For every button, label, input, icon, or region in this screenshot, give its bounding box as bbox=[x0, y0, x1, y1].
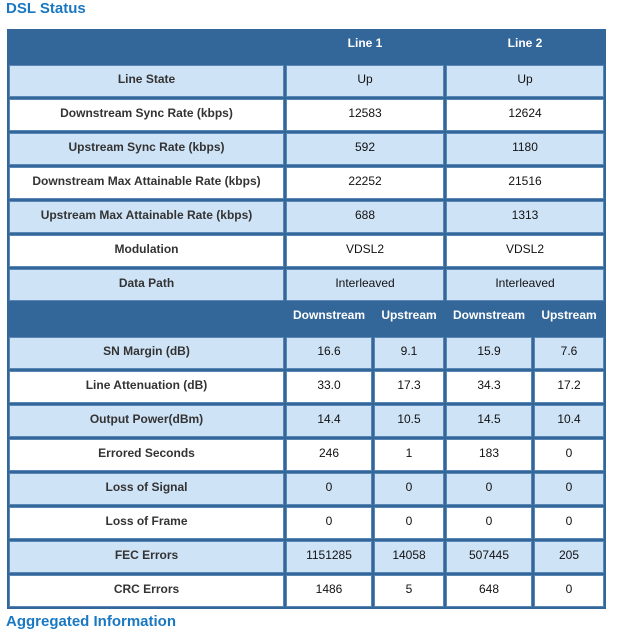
line2-upstream-value: 0 bbox=[534, 439, 604, 471]
line1-upstream-value: 5 bbox=[374, 575, 444, 607]
header-l2-down: Downstream bbox=[446, 303, 532, 335]
table-row-crc-errors: CRC Errors 1486 5 648 0 bbox=[9, 575, 604, 607]
header-l1-up: Upstream bbox=[374, 303, 444, 335]
line1-value: 22252 bbox=[286, 167, 444, 199]
line2-downstream-value: 0 bbox=[446, 473, 532, 505]
line2-downstream-value: 15.9 bbox=[446, 337, 532, 369]
table-row-data-path: Data Path Interleaved Interleaved bbox=[9, 269, 604, 301]
line2-value: VDSL2 bbox=[446, 235, 604, 267]
line2-value: 1180 bbox=[446, 133, 604, 165]
table-row-modulation: Modulation VDSL2 VDSL2 bbox=[9, 235, 604, 267]
line2-downstream-value: 183 bbox=[446, 439, 532, 471]
line1-value: 592 bbox=[286, 133, 444, 165]
line2-upstream-value: 0 bbox=[534, 473, 604, 505]
line1-value: Interleaved bbox=[286, 269, 444, 301]
line2-downstream-value: 507445 bbox=[446, 541, 532, 573]
line1-upstream-value: 9.1 bbox=[374, 337, 444, 369]
line1-upstream-value: 17.3 bbox=[374, 371, 444, 403]
table-row-downstream-max-attainable-rate-kbps: Downstream Max Attainable Rate (kbps) 222… bbox=[9, 167, 604, 199]
table-row-line-attenuation-db: Line Attenuation (dB) 33.0 17.3 34.3 17.2 bbox=[9, 371, 604, 403]
row-label: FEC Errors bbox=[9, 541, 284, 573]
table-row-downstream-sync-rate-kbps: Downstream Sync Rate (kbps) 12583 12624 bbox=[9, 99, 604, 131]
row-label: Modulation bbox=[9, 235, 284, 267]
row-label: Upstream Max Attainable Rate (kbps) bbox=[9, 201, 284, 233]
line1-upstream-value: 0 bbox=[374, 507, 444, 539]
row-label: Upstream Sync Rate (kbps) bbox=[9, 133, 284, 165]
table-row-fec-errors: FEC Errors 1151285 14058 507445 205 bbox=[9, 541, 604, 573]
table-row-upstream-max-attainable-rate-kbps: Upstream Max Attainable Rate (kbps) 688 13… bbox=[9, 201, 604, 233]
line2-upstream-value: 10.4 bbox=[534, 405, 604, 437]
row-label: SN Margin (dB) bbox=[9, 337, 284, 369]
row-label: Loss of Signal bbox=[9, 473, 284, 505]
line2-value: Interleaved bbox=[446, 269, 604, 301]
line1-upstream-value: 10.5 bbox=[374, 405, 444, 437]
line1-downstream-value: 16.6 bbox=[286, 337, 372, 369]
header-l2-up: Upstream bbox=[534, 303, 604, 335]
table-row-loss-of-signal: Loss of Signal 0 0 0 0 bbox=[9, 473, 604, 505]
header-blank bbox=[9, 31, 284, 63]
row-label: CRC Errors bbox=[9, 575, 284, 607]
table-row-sn-margin-db: SN Margin (dB) 16.6 9.1 15.9 7.6 bbox=[9, 337, 604, 369]
line1-downstream-value: 14.4 bbox=[286, 405, 372, 437]
table-row-line-state: Line State Up Up bbox=[9, 65, 604, 97]
line1-value: 688 bbox=[286, 201, 444, 233]
line2-upstream-value: 7.6 bbox=[534, 337, 604, 369]
line1-downstream-value: 246 bbox=[286, 439, 372, 471]
line2-value: 1313 bbox=[446, 201, 604, 233]
row-label: Errored Seconds bbox=[9, 439, 284, 471]
line2-upstream-value: 0 bbox=[534, 507, 604, 539]
header-line2: Line 2 bbox=[446, 31, 604, 63]
row-label: Downstream Sync Rate (kbps) bbox=[9, 99, 284, 131]
line2-value: Up bbox=[446, 65, 604, 97]
line1-downstream-value: 0 bbox=[286, 473, 372, 505]
line2-value: 12624 bbox=[446, 99, 604, 131]
line-header-row: Line 1 Line 2 bbox=[9, 31, 604, 63]
line1-downstream-value: 0 bbox=[286, 507, 372, 539]
header-line1: Line 1 bbox=[286, 31, 444, 63]
line2-downstream-value: 648 bbox=[446, 575, 532, 607]
line2-value: 21516 bbox=[446, 167, 604, 199]
line1-value: Up bbox=[286, 65, 444, 97]
row-label: Downstream Max Attainable Rate (kbps) bbox=[9, 167, 284, 199]
line1-upstream-value: 1 bbox=[374, 439, 444, 471]
line1-downstream-value: 1151285 bbox=[286, 541, 372, 573]
row-label: Line State bbox=[9, 65, 284, 97]
line1-downstream-value: 1486 bbox=[286, 575, 372, 607]
line2-upstream-value: 17.2 bbox=[534, 371, 604, 403]
row-label: Line Attenuation (dB) bbox=[9, 371, 284, 403]
direction-header-row: Downstream Upstream Downstream Upstream bbox=[9, 303, 604, 335]
line1-upstream-value: 14058 bbox=[374, 541, 444, 573]
line2-upstream-value: 0 bbox=[534, 575, 604, 607]
line1-value: 12583 bbox=[286, 99, 444, 131]
table-row-errored-seconds: Errored Seconds 246 1 183 0 bbox=[9, 439, 604, 471]
row-label: Data Path bbox=[9, 269, 284, 301]
line2-downstream-value: 34.3 bbox=[446, 371, 532, 403]
dsl-status-table: Line 1 Line 2 Line State Up Up Downstream S… bbox=[7, 29, 606, 609]
line2-upstream-value: 205 bbox=[534, 541, 604, 573]
header-l1-down: Downstream bbox=[286, 303, 372, 335]
line1-downstream-value: 33.0 bbox=[286, 371, 372, 403]
row-label: Loss of Frame bbox=[9, 507, 284, 539]
page-title: DSL Status bbox=[6, 0, 86, 17]
line2-downstream-value: 0 bbox=[446, 507, 532, 539]
table-row-upstream-sync-rate-kbps: Upstream Sync Rate (kbps) 592 1180 bbox=[9, 133, 604, 165]
row-label: Output Power(dBm) bbox=[9, 405, 284, 437]
table-row-loss-of-frame: Loss of Frame 0 0 0 0 bbox=[9, 507, 604, 539]
table-row-output-power-dbm: Output Power(dBm) 14.4 10.5 14.5 10.4 bbox=[9, 405, 604, 437]
line1-upstream-value: 0 bbox=[374, 473, 444, 505]
line1-value: VDSL2 bbox=[286, 235, 444, 267]
line2-downstream-value: 14.5 bbox=[446, 405, 532, 437]
header-blank bbox=[9, 303, 284, 335]
